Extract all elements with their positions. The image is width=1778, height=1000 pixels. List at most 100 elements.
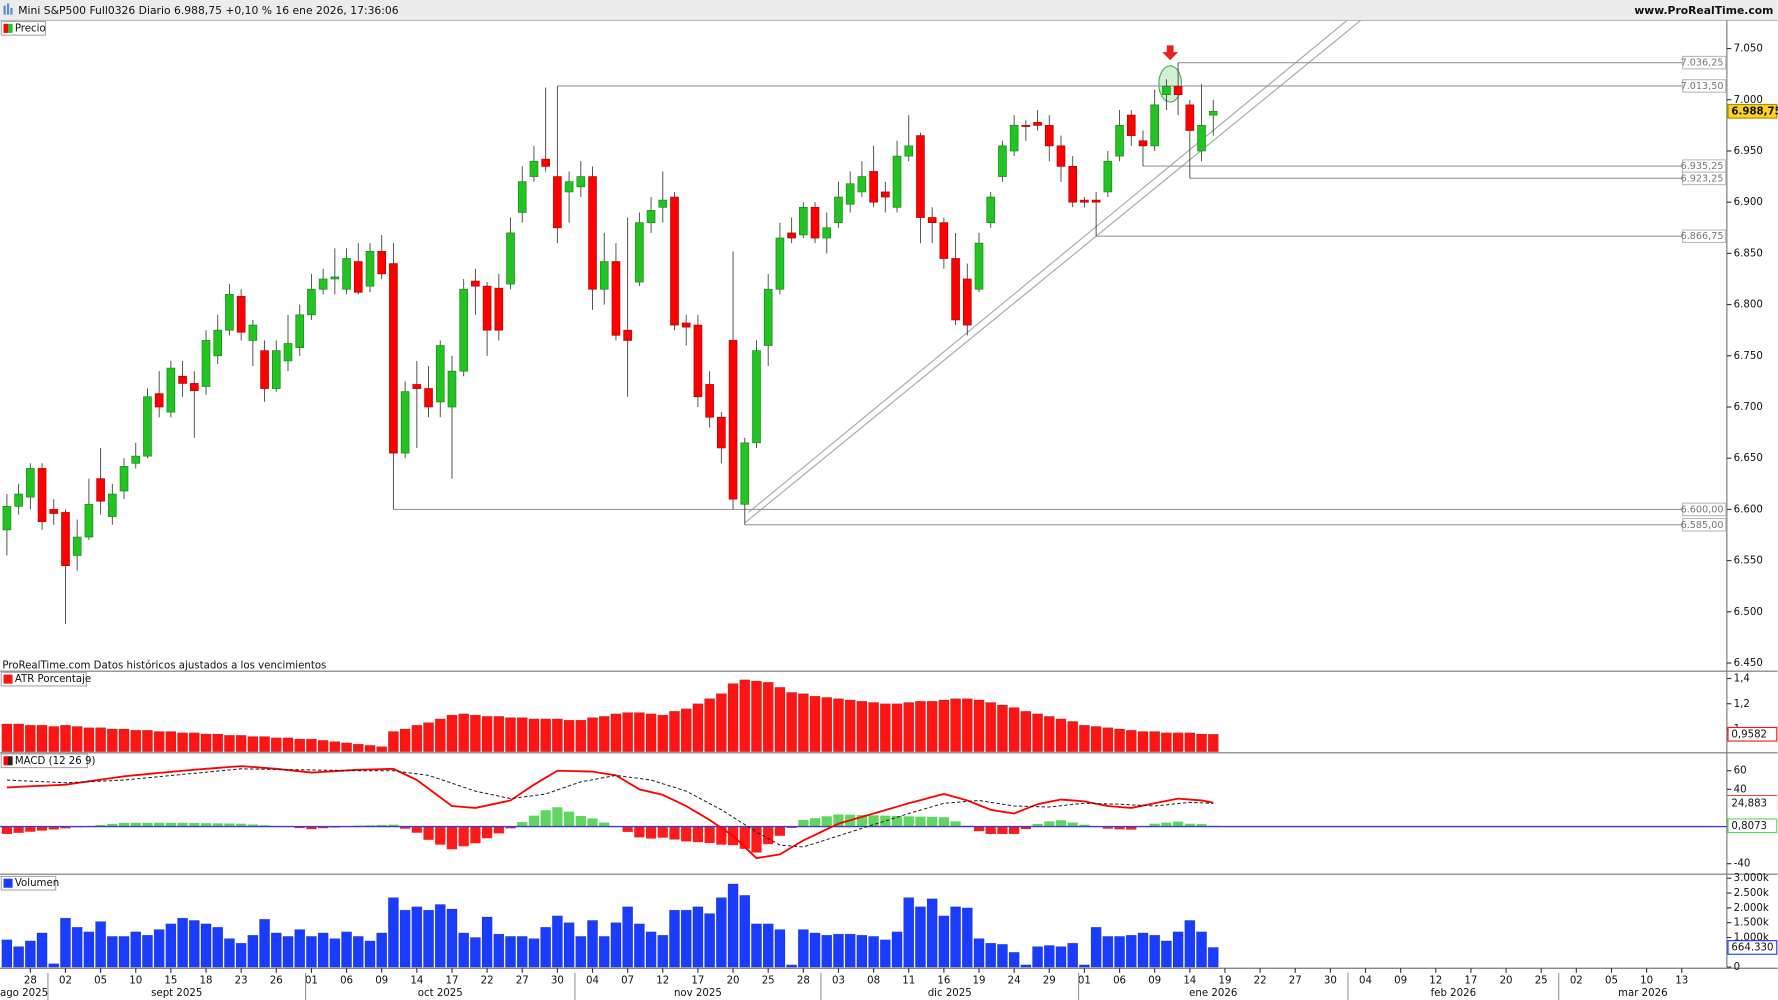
candle-body bbox=[295, 314, 305, 348]
bar bbox=[1102, 727, 1114, 752]
histogram-bar bbox=[1173, 821, 1184, 827]
candle-body bbox=[435, 345, 445, 403]
histogram-bar bbox=[376, 824, 387, 827]
trend-line bbox=[744, 19, 1362, 524]
candle-body bbox=[576, 176, 586, 188]
bar bbox=[657, 714, 669, 752]
histogram-bar bbox=[985, 826, 996, 834]
bar bbox=[821, 934, 833, 968]
x-tick-label: 04 bbox=[586, 976, 599, 987]
candle-body bbox=[143, 396, 152, 457]
bar bbox=[1102, 936, 1114, 968]
legend-label: ATR Porcentaje bbox=[15, 674, 91, 685]
histogram-bar bbox=[13, 826, 24, 833]
candle-body bbox=[412, 384, 422, 389]
data-note: ProRealTime.com Datos históricos ajustad… bbox=[2, 660, 326, 672]
y-tick-label: 6.550 bbox=[1734, 556, 1763, 567]
bar bbox=[71, 926, 83, 968]
candle-body bbox=[119, 466, 129, 492]
candle-body bbox=[1080, 199, 1089, 203]
histogram-bar bbox=[177, 822, 188, 827]
bar bbox=[177, 732, 188, 752]
month-label: mar 2026 bbox=[1618, 988, 1668, 999]
bar bbox=[153, 731, 165, 752]
bar bbox=[48, 726, 60, 752]
bar bbox=[762, 923, 774, 968]
y-tick-label: 6.800 bbox=[1734, 300, 1763, 311]
candle-body bbox=[822, 227, 832, 239]
month-label: ago 2025 bbox=[0, 988, 48, 999]
candle-body bbox=[810, 206, 820, 239]
bar bbox=[200, 733, 212, 752]
bar bbox=[1114, 936, 1125, 968]
bar bbox=[1114, 728, 1125, 752]
macd-line bbox=[6, 765, 1214, 860]
bar bbox=[1149, 731, 1161, 752]
x-tick-label: 10 bbox=[1640, 976, 1653, 987]
bar bbox=[1137, 731, 1149, 752]
histogram-bar bbox=[1067, 822, 1078, 827]
bar bbox=[481, 916, 493, 968]
histogram-bar bbox=[575, 816, 586, 827]
level-label: 7.013,50 bbox=[1681, 81, 1724, 92]
bar bbox=[680, 909, 692, 968]
bar bbox=[622, 712, 634, 752]
bar bbox=[200, 923, 212, 968]
bar bbox=[879, 703, 891, 752]
bar bbox=[915, 700, 926, 752]
bar bbox=[470, 714, 481, 752]
x-tick-label: 10 bbox=[129, 976, 142, 987]
bar bbox=[434, 904, 446, 968]
bar bbox=[446, 714, 458, 752]
histogram-bar bbox=[563, 811, 575, 827]
candle-body bbox=[1185, 104, 1195, 131]
bar bbox=[587, 920, 598, 968]
bar bbox=[961, 907, 973, 968]
header-site[interactable]: www.ProRealTime.com bbox=[1634, 4, 1773, 17]
y-tick-label: 1,2 bbox=[1734, 699, 1750, 710]
bar bbox=[282, 737, 294, 752]
bar bbox=[423, 909, 434, 968]
bar bbox=[364, 745, 376, 752]
histogram-bar bbox=[1, 826, 13, 834]
bar bbox=[106, 936, 118, 968]
legend-swatch bbox=[3, 878, 13, 888]
header-icon bbox=[10, 7, 13, 15]
candle-body bbox=[377, 250, 387, 275]
bar bbox=[188, 732, 200, 752]
x-tick-label: 11 bbox=[902, 976, 915, 987]
histogram-bar bbox=[997, 826, 1008, 834]
y-tick-label: 1.500k bbox=[1734, 918, 1769, 929]
candle-body bbox=[131, 455, 141, 464]
histogram-bar bbox=[1032, 824, 1043, 827]
histogram-bar bbox=[599, 822, 610, 827]
candle-body bbox=[154, 393, 164, 408]
histogram-bar bbox=[786, 826, 797, 828]
x-tick-label: 20 bbox=[727, 976, 740, 987]
bar bbox=[376, 932, 388, 968]
candle-body bbox=[72, 536, 82, 556]
y-tick-label: 7.000 bbox=[1734, 95, 1763, 106]
candle-body bbox=[693, 324, 703, 398]
bar bbox=[575, 719, 587, 752]
candle-body bbox=[330, 276, 340, 280]
x-tick-label: 09 bbox=[375, 976, 388, 987]
histogram-bar bbox=[1020, 826, 1031, 830]
candle-body bbox=[1115, 125, 1124, 157]
histogram-bar bbox=[189, 822, 200, 827]
level-label: 7.036,25 bbox=[1681, 58, 1724, 69]
x-tick-label: 14 bbox=[1183, 976, 1196, 987]
candle-body bbox=[189, 383, 199, 391]
bar bbox=[83, 727, 95, 752]
candle-body bbox=[799, 206, 808, 236]
candle-body bbox=[271, 350, 281, 389]
bar bbox=[259, 736, 270, 752]
bar bbox=[1184, 732, 1196, 752]
bar bbox=[997, 944, 1008, 968]
bar bbox=[715, 693, 727, 752]
histogram-bar bbox=[482, 826, 493, 839]
histogram-bar bbox=[1044, 821, 1055, 827]
bar bbox=[306, 738, 317, 752]
legend-swatch bbox=[3, 23, 9, 33]
bar bbox=[83, 931, 95, 968]
